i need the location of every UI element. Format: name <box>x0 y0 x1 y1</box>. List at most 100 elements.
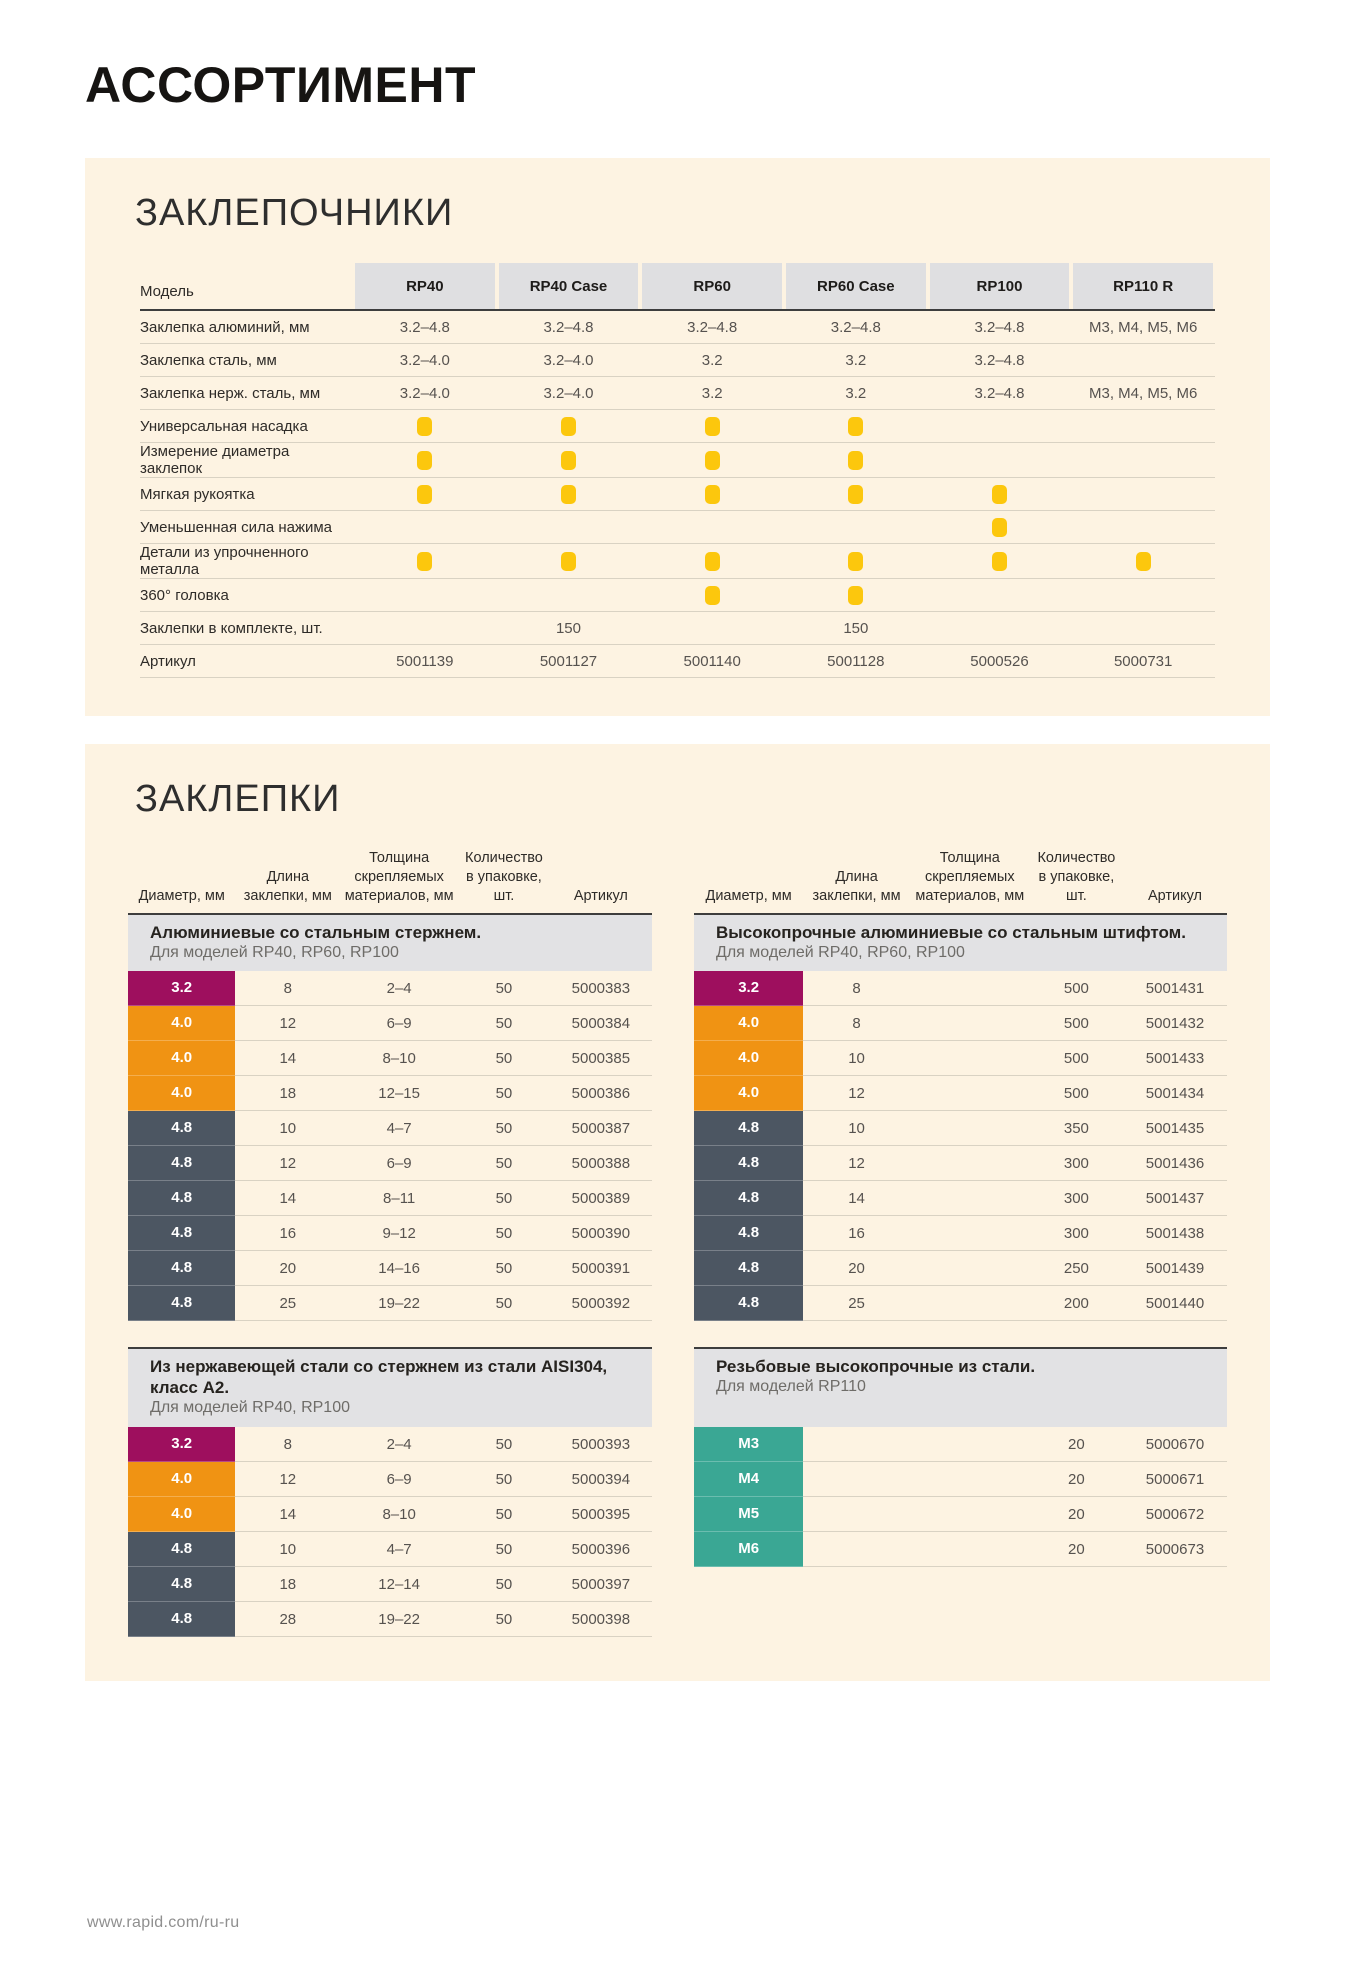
feature-marker-icon <box>560 484 576 504</box>
cell: 200 <box>1063 1294 1089 1312</box>
diameter-cell: M3 <box>694 1426 804 1462</box>
riveters-table-body: Заклепка алюминий, мм 3.2–4.8 3.2–4.8 3.2–4… <box>140 311 1215 678</box>
cell: 8–10 <box>382 1049 416 1067</box>
table-row: 4.8 14 8–11 50 5000389 <box>128 1180 652 1216</box>
cell: 150 <box>555 619 581 637</box>
diameter-cell: 4.0 <box>694 1005 804 1041</box>
diameter-cell: 3.2 <box>128 1426 236 1462</box>
cell: 8–11 <box>383 1189 416 1207</box>
diameter-cell: 4.8 <box>694 1145 804 1181</box>
feature-marker-icon <box>848 416 864 436</box>
column-header-rp100: RP100 <box>929 263 1070 309</box>
cell: 20 <box>1068 1505 1085 1523</box>
row-label: Уменьшенная сила нажима <box>140 518 333 536</box>
rivets-section-title: ЗАКЛЕПКИ <box>135 778 341 820</box>
feature-marker-icon <box>704 484 720 504</box>
cell <box>928 551 1072 571</box>
cell: 5001435 <box>1145 1119 1205 1137</box>
cell <box>784 551 928 571</box>
cell: 3.2 <box>701 351 723 369</box>
cell: 5000673 <box>1145 1540 1205 1558</box>
cell: 5000388 <box>571 1154 631 1172</box>
cell: 20 <box>848 1259 865 1277</box>
column-header: Длина заклепки, мм <box>243 868 332 904</box>
diameter-cell: 4.0 <box>128 1461 236 1497</box>
cell: 12 <box>279 1470 297 1488</box>
riveters-table-header: Модель RP40 RP40 Case RP60 RP60 Case RP100 RP1… <box>140 263 1215 311</box>
cell: 5001434 <box>1145 1084 1205 1102</box>
cell: 50 <box>495 1610 513 1628</box>
cell: 5001431 <box>1145 979 1205 997</box>
cell: 20 <box>279 1259 297 1277</box>
cell: 3.2 <box>701 384 723 402</box>
cell: 28 <box>279 1610 297 1628</box>
cell: 50 <box>495 1084 513 1102</box>
cell <box>640 585 784 605</box>
feature-marker-icon <box>991 551 1007 571</box>
feature-marker-icon <box>848 585 864 605</box>
column-header: Диаметр, мм <box>705 887 792 904</box>
cell: 25 <box>279 1294 297 1312</box>
cell: 50 <box>495 1294 513 1312</box>
diameter-cell: 4.8 <box>128 1566 236 1602</box>
diameter-cell: 4.8 <box>128 1285 236 1321</box>
cell: 5001140 <box>683 652 741 670</box>
cell: 3.2–4.8 <box>974 318 1025 336</box>
cell: 14 <box>279 1049 297 1067</box>
cell: 5000731 <box>1113 652 1173 670</box>
cell: 5000397 <box>571 1575 631 1593</box>
row-label: 360° головка <box>140 586 229 604</box>
group-title: Высокопрочные алюминиевые со стальным шт… <box>716 922 1186 942</box>
table-row: 4.8 25 200 5001440 <box>694 1285 1227 1321</box>
feature-marker-icon <box>704 585 720 605</box>
table-row: 4.8 10 4–7 50 5000387 <box>128 1110 652 1146</box>
cell: 5001432 <box>1145 1014 1205 1032</box>
group-models: Для моделей RP40, RP60, RP100 <box>150 943 399 961</box>
table-row: Заклепка алюминий, мм 3.2–4.8 3.2–4.8 3.2–4… <box>140 311 1215 344</box>
cell: 20 <box>1068 1540 1085 1558</box>
cell: 5000385 <box>571 1049 631 1067</box>
diameter-cell: 4.8 <box>128 1145 236 1181</box>
cell: 50 <box>495 1470 513 1488</box>
diameter-cell: M5 <box>694 1496 804 1532</box>
cell: 50 <box>495 1224 513 1242</box>
cell: 5001440 <box>1145 1294 1205 1312</box>
table-row: M5 20 5000672 <box>694 1496 1227 1532</box>
cell: 5001127 <box>539 652 598 670</box>
cell: 50 <box>495 1259 513 1277</box>
column-header: Артикул <box>1147 887 1203 904</box>
group-models: Для моделей RP40, RP60, RP100 <box>716 943 965 961</box>
rivet-table: Диаметр, мм Длина заклепки, мм Толщина скр… <box>128 849 652 1321</box>
table-row: 4.8 14 300 5001437 <box>694 1180 1227 1216</box>
diameter-cell: 4.0 <box>128 1040 236 1076</box>
feature-marker-icon <box>1135 551 1151 571</box>
rivet-table: Резьбовые высокопрочные из стали. Для мод… <box>694 1346 1227 1567</box>
cell <box>353 450 497 470</box>
group-header: Резьбовые высокопрочные из стали. Для мод… <box>694 1346 1227 1427</box>
column-header-rp40-case: RP40 Case <box>498 263 639 309</box>
riveters-panel: ЗАКЛЕПОЧНИКИ Модель RP40 RP40 Case RP60 RP60… <box>85 158 1270 716</box>
cell: 5001438 <box>1145 1224 1205 1242</box>
column-header: Диаметр, мм <box>138 887 225 904</box>
cell <box>640 551 784 571</box>
cell: 3.2–4.8 <box>830 318 881 336</box>
cell: 19–22 <box>378 1294 420 1312</box>
footer-url: www.rapid.com/ru-ru <box>87 1914 240 1931</box>
column-header: Длина заклепки, мм <box>812 868 901 904</box>
cell: 2–4 <box>386 1435 412 1453</box>
cell: 5000526 <box>970 652 1029 670</box>
cell <box>497 484 641 504</box>
column-header-rp60: RP60 <box>642 263 782 309</box>
cell: 3.2–4.0 <box>543 351 594 369</box>
riveters-section-title: ЗАКЛЕПОЧНИКИ <box>135 192 454 234</box>
row-label: Мягкая рукоятка <box>140 485 255 503</box>
table-row: Уменьшенная сила нажима <box>140 511 1215 544</box>
cell: 300 <box>1063 1154 1089 1172</box>
table-row: M4 20 5000671 <box>694 1461 1227 1497</box>
feature-marker-icon <box>704 416 720 436</box>
rivet-table: Из нержавеющей стали со стержнем из стал… <box>128 1346 652 1637</box>
cell: 20 <box>1068 1435 1085 1453</box>
cell: 3.2–4.8 <box>399 318 450 336</box>
feature-marker-icon <box>560 450 576 470</box>
table-row: 4.8 12 300 5001436 <box>694 1145 1227 1181</box>
